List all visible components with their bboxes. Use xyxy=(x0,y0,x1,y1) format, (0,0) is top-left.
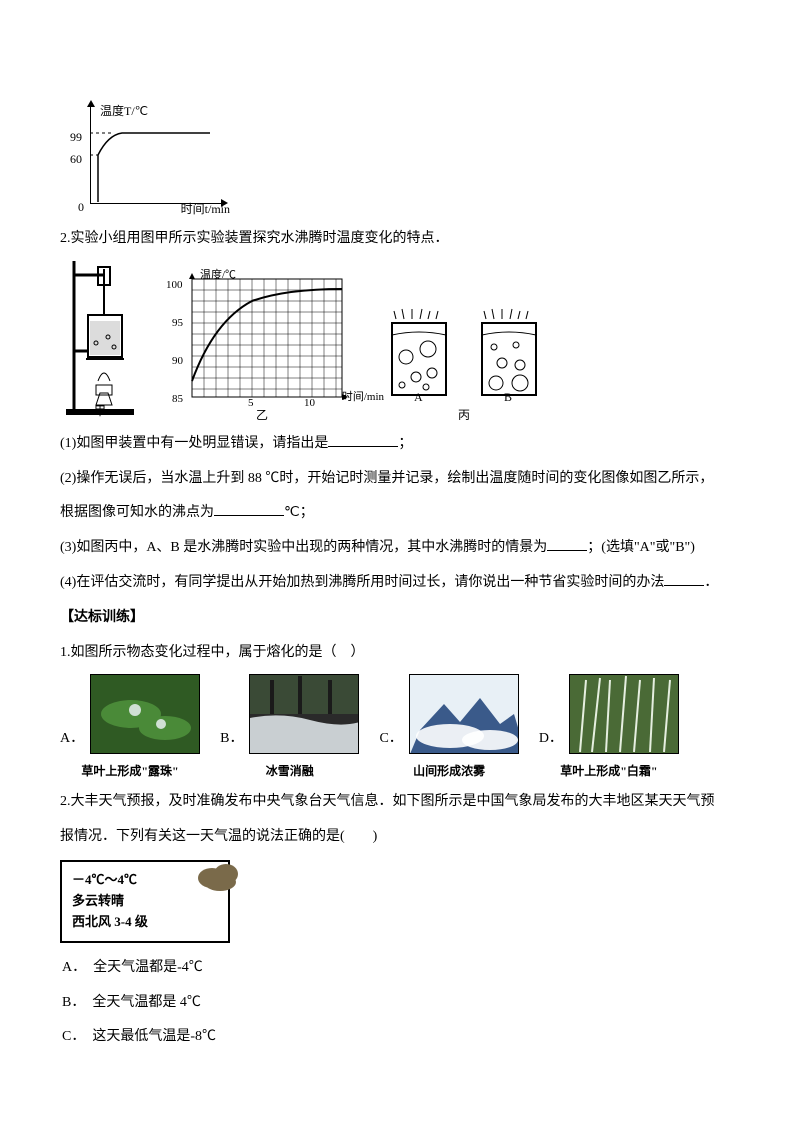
q2-part1: (1)如图甲装置中有一处明显错误，请指出是 ； xyxy=(60,429,734,460)
dabiao-q2-stem-a: 2.大丰天气预报，及时准确发布中央气象台天气信息．如下图所示是中国气象局发布的大… xyxy=(60,787,734,818)
fig2-label-jia: 甲 xyxy=(60,398,140,424)
beaker-label-a: A xyxy=(414,384,423,410)
fig2-chart: 温度/℃ 时间/min 100 95 90 85 5 10 乙 xyxy=(156,271,366,421)
q2-p4-suffix: ． xyxy=(704,575,718,590)
chart-xtick-10: 10 xyxy=(304,391,315,415)
fig2-label-yi: 乙 xyxy=(256,402,268,428)
option-c[interactable]: C． 山间形成浓雾 xyxy=(379,674,518,784)
weather-line2: 多云转晴 xyxy=(72,891,218,912)
chart-ytick-95: 95 xyxy=(172,311,183,335)
chart-ylabel: 温度/℃ xyxy=(200,263,236,287)
q2-part3: (3)如图丙中，A、B 是水沸腾时实验中出现的两种情况，其中水沸腾时的情景为 ；(… xyxy=(60,533,734,564)
fig2-apparatus: 甲 xyxy=(60,261,140,421)
section-heading: 【达标训练】 xyxy=(60,603,734,634)
option-b-thumb xyxy=(249,674,359,754)
q2-p3-mid: ；(选填"A"或"B") xyxy=(587,540,695,555)
cloud-icon xyxy=(192,856,242,892)
option-d-letter: D． xyxy=(539,724,563,755)
option-d[interactable]: D． 草叶上形成"白霜" xyxy=(539,674,679,784)
figure-temp-graph-1: 温度T/℃ 时间t/min 99 60 0 xyxy=(60,100,230,216)
dabiao-q2-stem-b: 报情况．下列有关这一天气温的说法正确的是( ) xyxy=(60,822,734,853)
option-b-caption: 冰雪消融 xyxy=(266,758,314,784)
answer-a[interactable]: A． 全天气温都是-4℃ xyxy=(62,953,734,984)
answer-b[interactable]: B． 全天气温都是 4℃ xyxy=(62,988,734,1019)
q2-p1-suffix: ； xyxy=(398,436,412,451)
fig2-label-bing: 丙 xyxy=(458,402,470,428)
chart-xlabel: 时间/min xyxy=(342,385,384,409)
q2-p2b-suffix: ℃； xyxy=(284,505,314,520)
option-c-thumb xyxy=(409,674,519,754)
blank-2[interactable] xyxy=(214,500,284,516)
dabiao-q1-stem: 1.如图所示物态变化过程中，属于熔化的是（ ） xyxy=(60,638,734,669)
blank-3[interactable] xyxy=(547,535,587,551)
chart-svg xyxy=(156,271,366,421)
answer-c[interactable]: C． 这天最低气温是-8℃ xyxy=(62,1022,734,1053)
beaker-label-b: B xyxy=(504,384,512,410)
option-d-thumb xyxy=(569,674,679,754)
chart-ytick-85: 85 xyxy=(172,387,183,411)
chart-ytick-90: 90 xyxy=(172,349,183,373)
option-b[interactable]: B． 冰雪消融 xyxy=(220,674,359,784)
q2-part2a: (2)操作无误后，当水温上升到 88 ℃时，开始记时测量并记录，绘制出温度随时间… xyxy=(60,464,734,495)
option-d-caption: 草叶上形成"白霜" xyxy=(560,758,657,784)
apparatus-svg xyxy=(60,261,140,421)
option-a-letter: A． xyxy=(60,724,84,755)
blank-1[interactable] xyxy=(328,431,398,447)
option-a-caption: 草叶上形成"露珠" xyxy=(81,758,178,784)
dabiao-q1-options: A． 草叶上形成"露珠" B． 冰雪消融 C． 山间形成浓雾 D． xyxy=(60,674,734,784)
q2-intro: 2.实验小组用图甲所示实验装置探究水沸腾时温度变化的特点． xyxy=(60,224,734,255)
option-a[interactable]: A． 草叶上形成"露珠" xyxy=(60,674,200,784)
option-c-caption: 山间形成浓雾 xyxy=(413,758,485,784)
q2-p2b-prefix: 根据图像可知水的沸点为 xyxy=(60,505,214,520)
weather-forecast-box: －4℃～4℃ 多云转晴 西北风 3-4 级 xyxy=(60,860,230,942)
chart-ytick-100: 100 xyxy=(166,273,183,297)
option-b-letter: B． xyxy=(220,724,243,755)
q2-p1-prefix: (1)如图甲装置中有一处明显错误，请指出是 xyxy=(60,436,328,451)
weather-line3: 西北风 3-4 级 xyxy=(72,912,218,933)
option-a-thumb xyxy=(90,674,200,754)
dabiao-q2-answers: A． 全天气温都是-4℃ B． 全天气温都是 4℃ C． 这天最低气温是-8℃ xyxy=(60,953,734,1053)
option-c-letter: C． xyxy=(379,724,402,755)
chart-xtick-5: 5 xyxy=(248,391,254,415)
fig1-curve-svg xyxy=(60,100,230,216)
q2-part2b: 根据图像可知水的沸点为 ℃； xyxy=(60,498,734,529)
figure-row-2: 甲 xyxy=(60,261,734,421)
fig2-beakers: A B 丙 xyxy=(382,301,552,421)
q2-part4: (4)在评估交流时，有同学提出从开始加热到沸腾所用时间过长，请你说出一种节省实验… xyxy=(60,568,734,599)
q2-p3-prefix: (3)如图丙中，A、B 是水沸腾时实验中出现的两种情况，其中水沸腾时的情景为 xyxy=(60,540,547,555)
q2-p4-prefix: (4)在评估交流时，有同学提出从开始加热到沸腾所用时间过长，请你说出一种节省实验… xyxy=(60,575,664,590)
blank-4[interactable] xyxy=(664,570,704,586)
